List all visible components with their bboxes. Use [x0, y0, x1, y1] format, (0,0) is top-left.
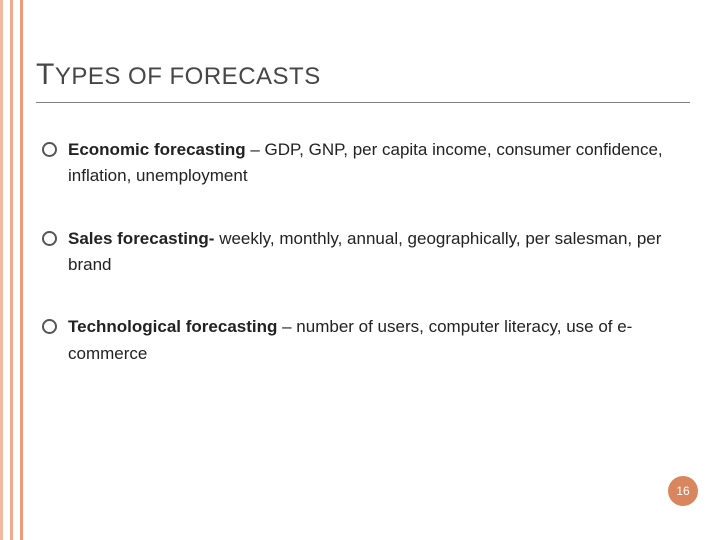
list-item: Technological forecasting – number of us… [38, 314, 690, 367]
slide-title: TYPES OF FORECASTS [36, 58, 690, 103]
list-item: Economic forecasting – GDP, GNP, per cap… [38, 137, 690, 190]
title-rest: YPES OF FORECASTS [55, 63, 321, 90]
accent-bar-1 [0, 0, 3, 540]
bullet-list: Economic forecasting – GDP, GNP, per cap… [36, 137, 690, 367]
bullet-sep: – [277, 317, 296, 336]
bullet-bold: Economic forecasting [68, 140, 246, 159]
slide-number: 16 [676, 484, 689, 498]
accent-bar-2 [10, 0, 13, 540]
list-item: Sales forecasting- weekly, monthly, annu… [38, 226, 690, 279]
bullet-sep: – [246, 140, 265, 159]
bullet-bold: Technological forecasting [68, 317, 277, 336]
slide-content: TYPES OF FORECASTS Economic forecasting … [36, 58, 690, 403]
bullet-bold: Sales forecasting- [68, 229, 214, 248]
accent-bar-3 [20, 0, 23, 540]
slide-number-badge: 16 [668, 476, 698, 506]
title-cap: T [36, 58, 55, 91]
